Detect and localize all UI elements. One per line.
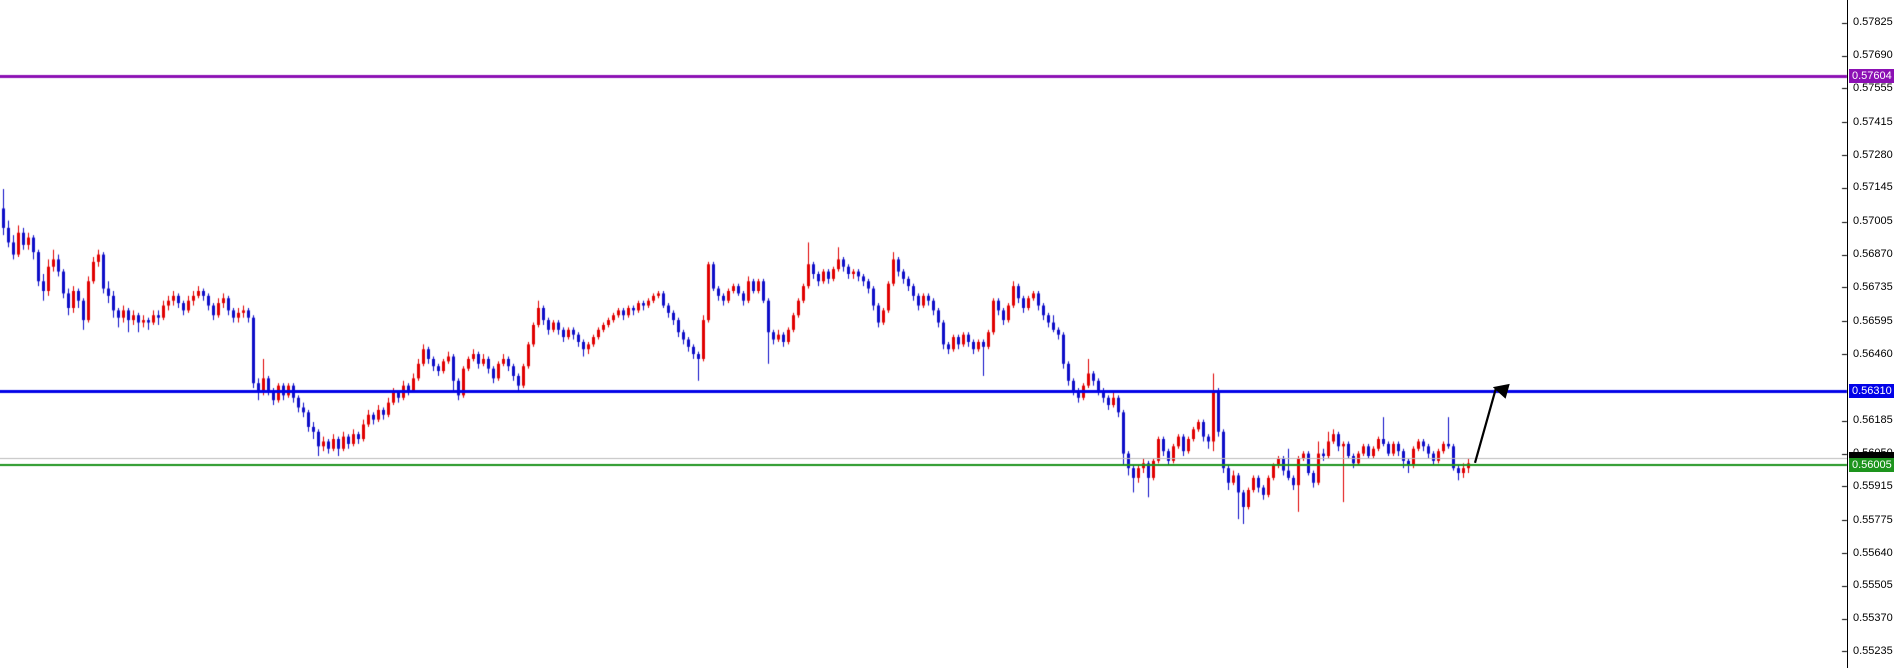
- trend-arrow-line[interactable]: [1473, 383, 1510, 464]
- support-price-label: 0.56005: [1849, 457, 1894, 472]
- current-price-marker: [1849, 452, 1894, 459]
- axis-tick-label: 0.55640: [1853, 546, 1893, 559]
- axis-tick-label: 0.56870: [1853, 248, 1893, 261]
- resistance-breakout-price-label: 0.56310: [1849, 383, 1894, 398]
- axis-tick-label: 0.57005: [1853, 215, 1893, 228]
- axis-tick-label: 0.55235: [1853, 644, 1893, 657]
- price-axis[interactable]: 0.57825 0.57690 0.57555 0.57415 0.57280 0.571…: [1847, 0, 1894, 668]
- axis-tick-label: 0.56595: [1853, 314, 1893, 327]
- axis-tick-label: 0.56735: [1853, 280, 1893, 293]
- axis-tick-label: 0.56460: [1853, 347, 1893, 360]
- axis-tick-label: 0.57280: [1853, 148, 1893, 161]
- resistance-upper-price-label: 0.57604: [1849, 69, 1894, 84]
- axis-tick-label: 0.57415: [1853, 115, 1893, 128]
- axis-tick-label: 0.57145: [1853, 181, 1893, 194]
- axis-tick-label: 0.56185: [1853, 414, 1893, 427]
- axis-tick-label: 0.57690: [1853, 49, 1893, 62]
- axis-tick-label: 0.57825: [1853, 16, 1893, 29]
- axis-tick-label: 0.55915: [1853, 479, 1893, 492]
- axis-tick-label: 0.55370: [1853, 612, 1893, 625]
- axis-tick-label: 0.57555: [1853, 81, 1893, 94]
- axis-tick-label: 0.55775: [1853, 513, 1893, 526]
- axis-tick-label: 0.55505: [1853, 579, 1893, 592]
